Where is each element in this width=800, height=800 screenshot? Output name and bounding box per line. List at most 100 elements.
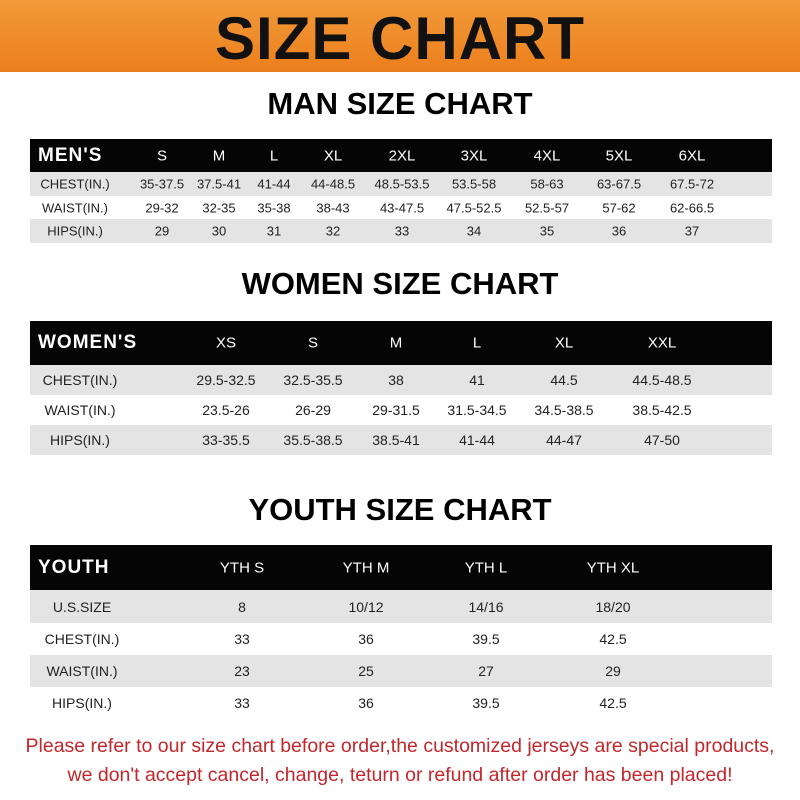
size-value: 58-63	[530, 176, 564, 192]
size-value: 52.5-57	[524, 200, 570, 215]
size-value: 39.5	[472, 631, 500, 647]
size-value: 32.5-35.5	[283, 372, 343, 388]
size-value: 10/12	[348, 598, 384, 615]
size-value: 62-66.5	[669, 200, 715, 215]
size-header: 4XL	[533, 147, 561, 164]
size-value: 29.5-32.5	[196, 372, 256, 388]
size-value: 14/16	[468, 598, 504, 615]
table-row: U.S.SIZE 8 10/12 14/16 18/20	[30, 590, 772, 623]
row-label: CHEST(IN.)	[42, 372, 118, 388]
size-value: 29-32	[145, 200, 179, 215]
size-header: 6XL	[678, 147, 706, 164]
table-row: WAIST(IN.) 23.5-26 26-29 29-31.5 31.5-34.5 34…	[30, 395, 772, 425]
size-value: 41	[469, 372, 485, 388]
row-label: WAIST(IN.)	[42, 200, 108, 215]
notice-line-1: Please refer to our size chart before or…	[25, 735, 775, 757]
size-value: 57-62	[602, 200, 636, 215]
size-value: 48.5-53.5	[374, 176, 430, 192]
size-value: 32-35	[202, 200, 236, 215]
size-header: L	[269, 147, 279, 164]
size-value: 44.5	[550, 372, 578, 388]
size-header: YTH XL	[586, 559, 640, 576]
table-row: WAIST(IN.) 23 25 27 29	[30, 655, 772, 687]
size-value: 30	[211, 223, 227, 239]
size-value: 18/20	[595, 598, 631, 615]
size-value: 35-38	[257, 200, 291, 215]
size-value: 35.5-38.5	[283, 432, 343, 448]
row-label: WAIST(IN.)	[46, 663, 118, 679]
size-value: 37.5-41	[196, 176, 242, 192]
size-header: XS	[215, 334, 237, 352]
size-value: 44-47	[546, 432, 582, 448]
header-row: MEN'S S M L XL 2XL 3XL 4XL 5XL 6XL	[30, 139, 772, 172]
size-value: 32	[325, 223, 341, 239]
size-value: 41-44	[257, 176, 291, 192]
size-value: 23	[234, 663, 250, 679]
size-value: 38	[388, 372, 404, 388]
size-value: 38.5-41	[372, 432, 420, 448]
size-value: 29-31.5	[372, 402, 420, 418]
size-value: 33	[394, 223, 410, 239]
header-row: WOMEN'S XS S M L XL XXL	[30, 321, 772, 365]
size-value: 31.5-34.5	[447, 402, 507, 418]
size-header: 5XL	[605, 147, 633, 164]
table-row: HIPS(IN.) 33-35.5 35.5-38.5 38.5-41 41-44 44-…	[30, 425, 772, 455]
size-value: 34.5-38.5	[534, 402, 594, 418]
men-heading: MAN SIZE CHART	[267, 86, 533, 121]
size-value: 37	[684, 223, 700, 239]
banner-title: SIZE CHART	[215, 5, 585, 72]
size-value: 33-35.5	[202, 432, 250, 448]
size-value: 26-29	[295, 402, 331, 418]
size-header: M	[212, 147, 226, 164]
size-value: 23.5-26	[202, 402, 250, 418]
table-row: WAIST(IN.) 29-32 32-35 35-38 38-43 43-47.5 47.…	[30, 196, 772, 219]
size-header: YTH S	[219, 559, 265, 576]
size-header: YTH L	[464, 559, 508, 576]
size-header: XL	[554, 334, 574, 352]
size-value: 35-37.5	[139, 176, 185, 192]
notice-line-2: we don't accept cancel, change, teturn o…	[67, 764, 733, 786]
women-heading: WOMEN SIZE CHART	[241, 266, 559, 301]
size-value: 63-67.5	[596, 176, 642, 192]
size-value: 41-44	[459, 432, 495, 448]
size-header: YTH M	[342, 559, 390, 576]
size-value: 44-48.5	[310, 176, 356, 192]
row-label: HIPS(IN.)	[50, 432, 110, 448]
size-value: 29	[605, 663, 621, 679]
size-value: 33	[234, 694, 250, 711]
row-label: CHEST(IN.)	[44, 631, 120, 647]
size-value: 38.5-42.5	[632, 402, 692, 418]
table-title: MEN'S	[38, 144, 103, 166]
size-value: 31	[266, 223, 282, 239]
size-value: 36	[358, 631, 374, 647]
size-value: 47.5-52.5	[446, 200, 502, 215]
size-value: 35	[539, 223, 555, 239]
size-value: 43-47.5	[379, 200, 425, 215]
size-header: XXL	[647, 334, 677, 352]
size-header: S	[156, 147, 168, 164]
row-label: CHEST(IN.)	[40, 176, 110, 192]
table-title: WOMEN'S	[38, 332, 138, 353]
size-value: 53.5-58	[451, 176, 497, 192]
size-value: 67.5-72	[669, 176, 715, 192]
table-row: CHEST(IN.) 35-37.5 37.5-41 41-44 44-48.5 48.5…	[30, 172, 772, 196]
size-value: 29	[154, 223, 170, 239]
row-label: HIPS(IN.)	[52, 694, 112, 711]
youth-heading: YOUTH SIZE CHART	[248, 492, 552, 527]
row-label: U.S.SIZE	[52, 598, 112, 615]
size-header: 3XL	[460, 147, 488, 164]
table-title: YOUTH	[38, 556, 110, 578]
size-value: 42.5	[599, 631, 627, 647]
size-header: XL	[323, 147, 343, 164]
banner: SIZE CHART	[0, 0, 800, 72]
size-header: L	[472, 334, 482, 352]
men-size-table: MEN'S S M L XL 2XL 3XL 4XL 5XL 6XL CHEST(IN.) 35-37…	[30, 139, 772, 243]
table-row: HIPS(IN.) 29 30 31 32 33 34 35 36 37	[30, 219, 772, 243]
size-header: S	[307, 334, 319, 352]
size-header: 2XL	[388, 147, 416, 164]
header-row: YOUTH YTH S YTH M YTH L YTH XL	[30, 545, 772, 590]
size-value: 33	[234, 631, 250, 647]
size-value: 25	[358, 663, 374, 679]
table-row: HIPS(IN.) 33 36 39.5 42.5	[30, 687, 772, 718]
size-value: 27	[478, 663, 494, 679]
